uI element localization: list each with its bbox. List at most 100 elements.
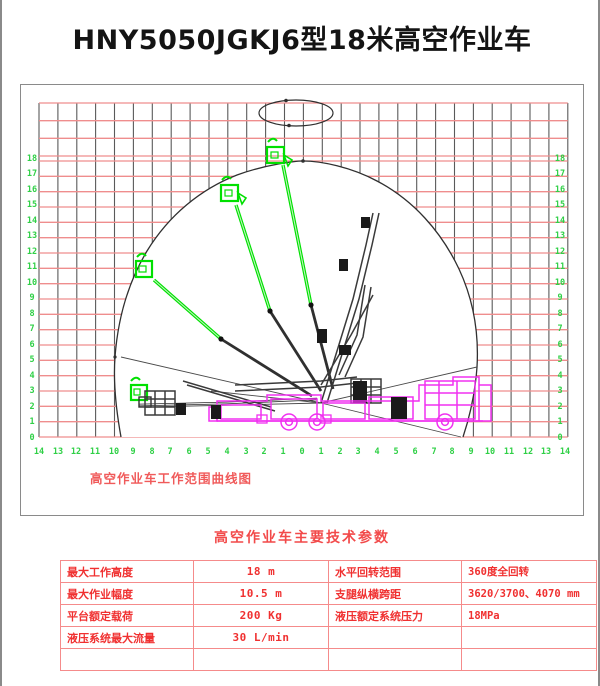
work-range-diagram xyxy=(20,84,584,516)
x-tick: 0 xyxy=(299,447,305,457)
slew-circle-icon xyxy=(258,98,334,128)
x-tick: 9 xyxy=(468,447,474,457)
boom-stowed-linework xyxy=(144,212,382,416)
y-axis-right: 18 17 16 15 14 13 12 11 10 9 8 7 6 5 4 3… xyxy=(548,84,574,516)
x-tick: 5 xyxy=(205,447,211,457)
y-left-tick: 3 xyxy=(29,386,35,396)
spec-value: 18MPa xyxy=(461,604,597,627)
y-left-tick: 9 xyxy=(29,293,35,303)
spec-value xyxy=(461,626,597,649)
spec-key: 液压系统最大流量 xyxy=(60,626,194,649)
chart-caption: 高空作业车工作范围曲线图 xyxy=(90,471,253,486)
y-right-tick: 0 xyxy=(557,433,563,443)
y-left-tick: 17 xyxy=(26,169,38,179)
x-tick: 13 xyxy=(540,447,552,457)
spec-value xyxy=(461,648,597,671)
y-right-tick: 17 xyxy=(554,169,566,179)
y-right-tick: 15 xyxy=(554,200,566,210)
x-tick: 7 xyxy=(431,447,437,457)
y-left-tick: 15 xyxy=(26,200,38,210)
x-tick: 10 xyxy=(484,447,496,457)
x-tick: 14 xyxy=(559,447,571,457)
x-tick: 1 xyxy=(318,447,324,457)
y-left-tick: 5 xyxy=(29,355,35,365)
x-tick: 3 xyxy=(243,447,249,457)
y-left-tick: 13 xyxy=(26,231,38,241)
chassis-dark-details xyxy=(211,397,407,419)
x-tick: 5 xyxy=(393,447,399,457)
outrigger-marks xyxy=(256,414,332,424)
y-left-tick: 18 xyxy=(26,154,38,164)
spec-key xyxy=(328,626,462,649)
title-bar: HNY5050JGKJ6型18米高空作业车 xyxy=(2,18,600,57)
table-row: 液压系统最大流量 30 L/min xyxy=(60,626,597,649)
x-tick: 2 xyxy=(337,447,343,457)
x-tick: 6 xyxy=(412,447,418,457)
x-tick: 10 xyxy=(108,447,120,457)
table-row: 最大作业幅度 10.5 m 支腿纵横跨距 3620/3700、4070 mm xyxy=(60,582,597,605)
spec-key: 水平回转范围 xyxy=(328,560,462,583)
table-row: 最大工作高度 18 m 水平回转范围 360度全回转 xyxy=(60,560,597,583)
x-tick: 8 xyxy=(449,447,455,457)
spec-value: 18 m xyxy=(193,560,329,583)
x-tick: 13 xyxy=(52,447,64,457)
x-tick: 3 xyxy=(355,447,361,457)
truck-chassis xyxy=(208,376,492,431)
spec-value xyxy=(193,648,329,671)
x-tick: 8 xyxy=(149,447,155,457)
spec-key xyxy=(60,648,194,671)
boom-pose-2 xyxy=(134,252,313,398)
spec-key: 最大作业幅度 xyxy=(60,582,194,605)
x-tick: 14 xyxy=(33,447,45,457)
y-right-tick: 12 xyxy=(554,247,566,257)
work-range-plot xyxy=(21,85,585,517)
y-right-tick: 11 xyxy=(554,262,566,272)
x-tick: 9 xyxy=(130,447,136,457)
y-left-tick: 10 xyxy=(26,278,38,288)
y-axis-left: 18 17 16 15 14 13 12 11 10 9 8 7 6 5 4 3… xyxy=(20,84,44,516)
y-right-tick: 6 xyxy=(557,340,563,350)
y-left-tick: 12 xyxy=(26,247,38,257)
x-axis: 14 13 12 11 10 9 8 7 6 5 4 3 2 1 0 1 2 3… xyxy=(20,84,584,516)
y-right-tick: 3 xyxy=(557,386,563,396)
y-right-tick: 2 xyxy=(557,402,563,412)
page-title: HNY5050JGKJ6型18米高空作业车 xyxy=(72,25,532,56)
spec-value: 200 Kg xyxy=(193,604,329,627)
x-tick: 1 xyxy=(280,447,286,457)
x-tick: 2 xyxy=(261,447,267,457)
spec-key: 最大工作高度 xyxy=(60,560,194,583)
table-row: 平台额定载荷 200 Kg 液压额定系统压力 18MPa xyxy=(60,604,597,627)
y-right-tick: 13 xyxy=(554,231,566,241)
spec-key xyxy=(328,648,462,671)
y-left-tick: 8 xyxy=(29,309,35,319)
spec-table: 最大工作高度 18 m 水平回转范围 360度全回转 最大作业幅度 10.5 m… xyxy=(60,560,597,671)
y-right-tick: 5 xyxy=(557,355,563,365)
y-right-tick: 8 xyxy=(557,309,563,319)
y-left-tick: 0 xyxy=(29,433,35,443)
y-left-tick: 4 xyxy=(29,371,35,381)
y-left-tick: 14 xyxy=(26,216,38,226)
y-right-tick: 7 xyxy=(557,324,563,334)
y-left-tick: 7 xyxy=(29,324,35,334)
y-left-tick: 2 xyxy=(29,402,35,412)
spec-key: 液压额定系统压力 xyxy=(328,604,462,627)
spec-section-heading: 高空作业车主要技术参数 xyxy=(214,530,390,546)
x-tick: 12 xyxy=(522,447,534,457)
y-right-tick: 18 xyxy=(554,154,566,164)
y-right-tick: 1 xyxy=(557,417,563,427)
spec-value: 3620/3700、4070 mm xyxy=(461,582,597,605)
y-right-tick: 9 xyxy=(557,293,563,303)
spec-key: 支腿纵横跨距 xyxy=(328,582,462,605)
y-right-tick: 10 xyxy=(554,278,566,288)
boom-pose-3 xyxy=(219,175,323,392)
y-left-tick: 11 xyxy=(26,262,38,272)
x-tick: 4 xyxy=(374,447,380,457)
x-tick: 7 xyxy=(167,447,173,457)
x-tick: 11 xyxy=(503,447,515,457)
spec-value: 10.5 m xyxy=(193,582,329,605)
y-right-tick: 14 xyxy=(554,216,566,226)
x-tick: 11 xyxy=(89,447,101,457)
x-tick: 12 xyxy=(70,447,82,457)
spec-value: 360度全回转 xyxy=(461,560,597,583)
